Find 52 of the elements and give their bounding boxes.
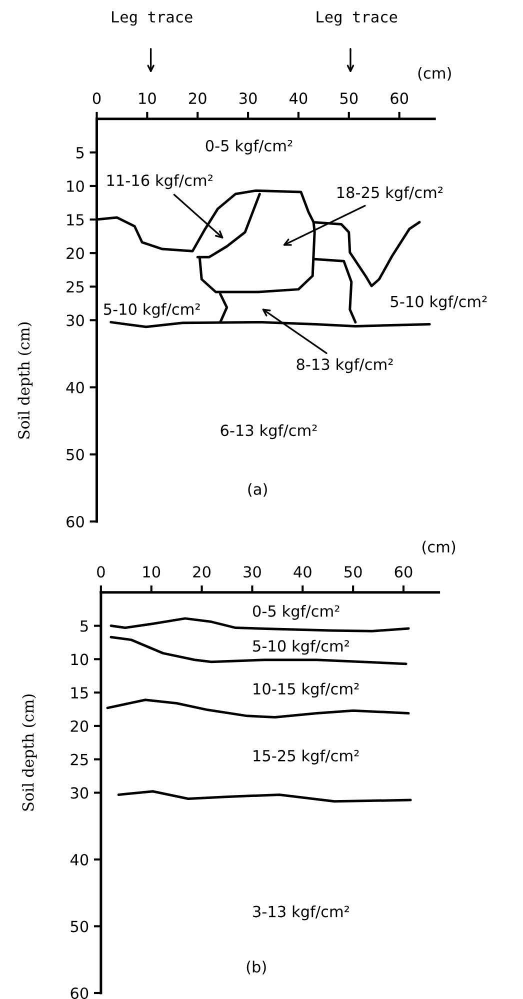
x-tick-label: 30 <box>239 92 257 104</box>
y-tick-label: 10 <box>67 180 84 192</box>
y-tick-label: 40 <box>70 854 88 866</box>
y-tick-label: 30 <box>66 314 84 326</box>
x-tick-label: 10 <box>139 92 156 104</box>
y-tick-label: 25 <box>66 281 84 293</box>
x-tick-label: 50 <box>344 566 362 578</box>
annotation: 5-10 kgf/cm² <box>390 295 487 310</box>
annotation: 5-10 kgf/cm² <box>104 303 200 318</box>
x-tick-label: 0 <box>92 92 101 104</box>
x-tick-label: 20 <box>189 92 206 104</box>
annotation: (b) <box>246 960 266 974</box>
x-tick-label: 0 <box>97 566 105 578</box>
y-tick-label: 15 <box>71 687 88 699</box>
y-tick-label: 20 <box>70 720 88 732</box>
annotation: 3-13 kgf/cm² <box>253 905 350 920</box>
x-tick-label: 50 <box>340 92 358 104</box>
annotation: 10-15 kgf/cm² <box>254 682 359 698</box>
annotation: (a) <box>248 483 267 497</box>
annotation: 18-25 kgf/cm² <box>337 186 443 202</box>
x-axis-title: (cm) <box>418 67 451 81</box>
x-tick-label: 10 <box>143 566 160 578</box>
y-tick-label: 50 <box>70 920 88 932</box>
y-tick-label: 30 <box>70 787 88 799</box>
y-tick-label: 50 <box>66 448 84 460</box>
y-tick-label: 60 <box>70 987 88 999</box>
text: Leg trace <box>112 11 192 26</box>
x-tick-label: 40 <box>294 566 312 578</box>
x-tick-label: 60 <box>394 566 412 578</box>
y-tick-label: 25 <box>70 754 88 766</box>
annotation: 0-5 kgf/cm² <box>206 140 292 154</box>
annotation: 5-10 kgf/cm² <box>253 640 350 655</box>
y-tick-label: 5 <box>80 620 88 632</box>
y-tick-label: 20 <box>66 248 84 260</box>
annotation: 8-13 kgf/cm² <box>296 358 393 374</box>
text: Leg trace <box>316 11 398 26</box>
x-tick-label: 30 <box>244 566 261 578</box>
annotation: 15-25 kgf/cm² <box>254 750 359 764</box>
y-tick-label: 10 <box>71 654 88 666</box>
y-tick-label: 5 <box>76 147 84 158</box>
y-tick-label: 40 <box>66 382 84 394</box>
x-axis-title: (cm) <box>422 540 456 554</box>
y-tick-label: 60 <box>66 516 84 528</box>
y-axis-title: Soil depth (cm) <box>22 694 37 811</box>
annotation: 11-16 kgf/cm² <box>107 174 212 190</box>
x-tick-label: 60 <box>390 92 408 104</box>
y-axis-title: Soil depth (cm) <box>18 322 33 439</box>
x-tick-label: 40 <box>289 92 308 104</box>
annotation: 0-5 kgf/cm² <box>252 605 340 620</box>
annotation: 6-13 kgf/cm² <box>220 424 317 440</box>
y-tick-label: 15 <box>67 214 84 226</box>
x-tick-label: 20 <box>193 566 210 578</box>
